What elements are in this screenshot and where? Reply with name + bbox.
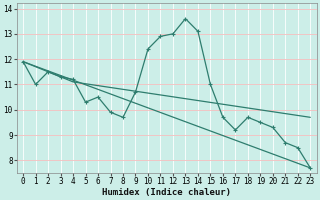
X-axis label: Humidex (Indice chaleur): Humidex (Indice chaleur): [102, 188, 231, 197]
